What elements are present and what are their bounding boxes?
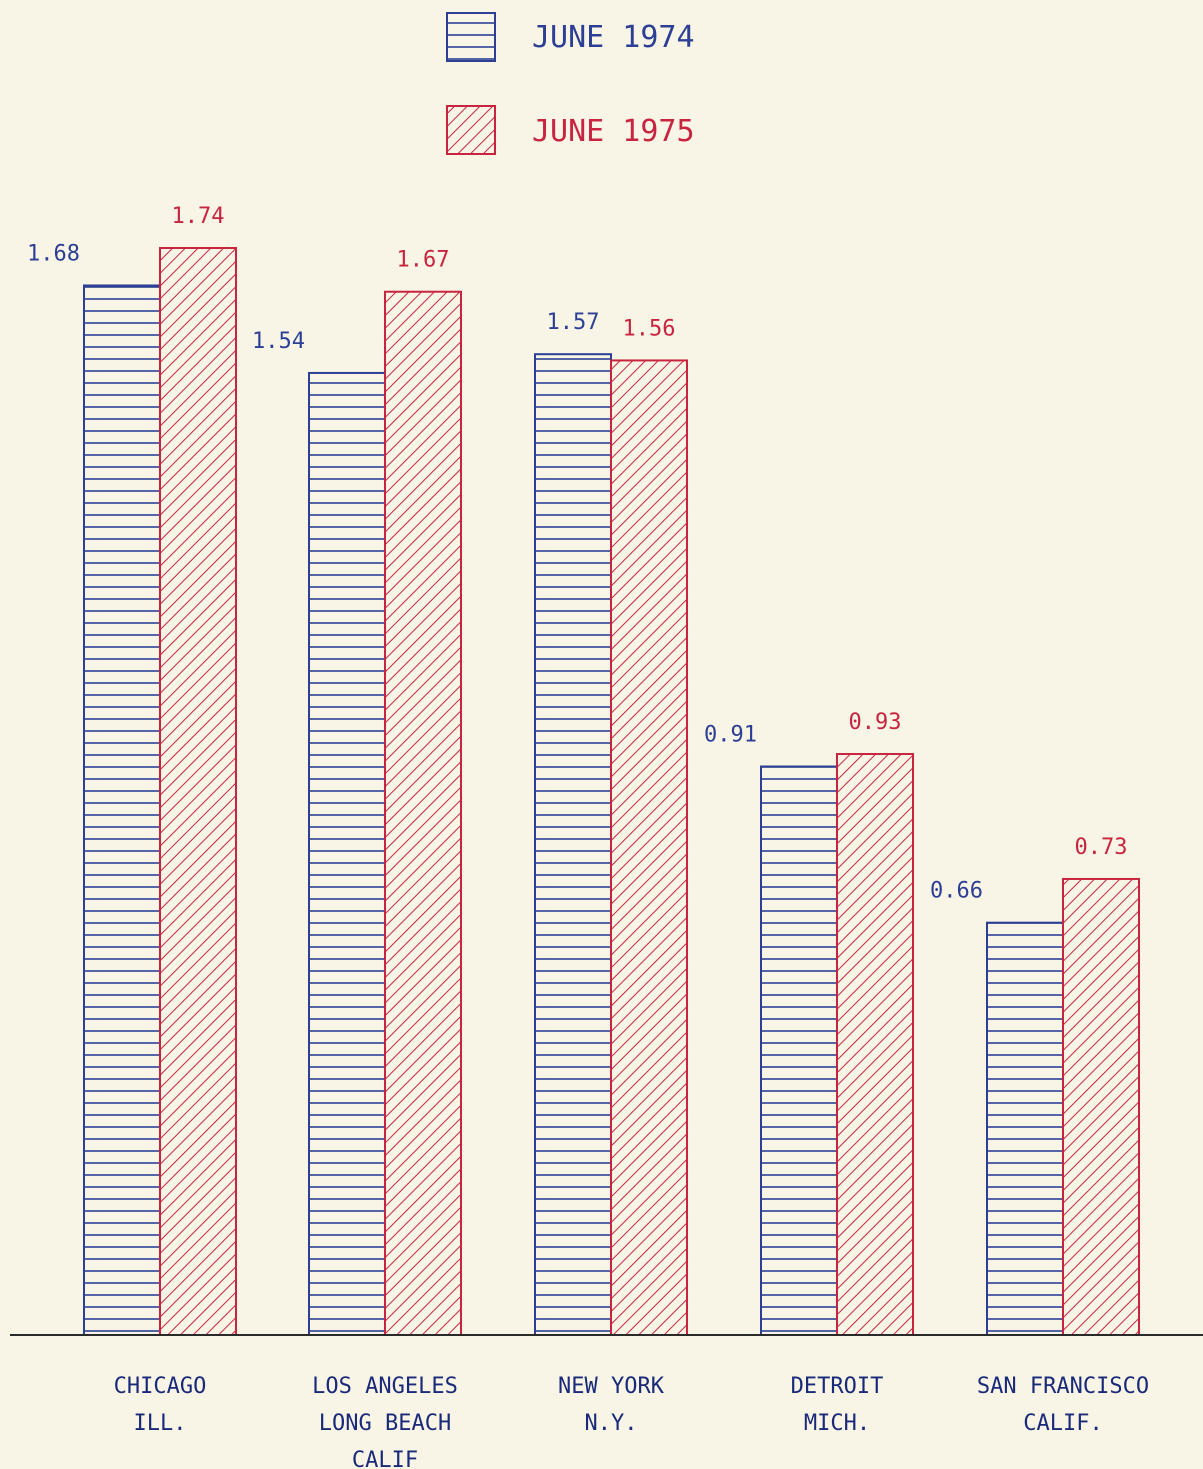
legend-label-1974: JUNE 1974 bbox=[532, 20, 695, 55]
category-label-2-line-1: N.Y. bbox=[585, 1411, 638, 1436]
category-label-1-line-1: LONG BEACH bbox=[319, 1411, 451, 1436]
value-label-1975-0: 1.74 bbox=[172, 204, 225, 229]
bar-1975-3 bbox=[836, 753, 914, 1336]
value-label-1974-0: 1.68 bbox=[27, 241, 80, 266]
value-label-1975-3: 0.93 bbox=[849, 710, 902, 735]
category-label-0-line-0: CHICAGO bbox=[114, 1374, 207, 1399]
value-label-1974-1: 1.54 bbox=[252, 329, 305, 354]
category-label-1-line-2: CALIF bbox=[352, 1448, 418, 1469]
bar-1975-2 bbox=[610, 359, 688, 1336]
value-label-1975-2: 1.56 bbox=[623, 316, 676, 341]
bar-1974-1 bbox=[308, 371, 386, 1337]
category-label-1-line-0: LOS ANGELES bbox=[312, 1374, 458, 1399]
value-label-1975-1: 1.67 bbox=[397, 248, 450, 273]
bar-1975-4 bbox=[1062, 877, 1140, 1336]
category-label-4-line-1: CALIF. bbox=[1023, 1411, 1102, 1436]
value-label-1974-4: 0.66 bbox=[930, 879, 983, 904]
category-label-3-line-0: DETROIT bbox=[791, 1374, 884, 1399]
value-label-1974-3: 0.91 bbox=[704, 723, 757, 748]
value-labels: 1.68 1.74 1.54 1.67 1.57 1.56 0.91 0.93 0.66 0.73 bbox=[27, 204, 1127, 904]
category-label-3-line-1: MICH. bbox=[804, 1411, 870, 1436]
bar-1974-3 bbox=[760, 765, 838, 1336]
value-label-1974-2: 1.57 bbox=[547, 310, 600, 335]
bar-1974-2 bbox=[534, 353, 612, 1336]
category-labels: CHICAGO ILL. LOS ANGELES LONG BEACH CALIF NEW… bbox=[114, 1374, 1149, 1469]
value-label-1975-4: 0.73 bbox=[1075, 835, 1128, 860]
legend: JUNE 1974 JUNE 1975 bbox=[446, 12, 695, 155]
category-label-2-line-0: NEW YORK bbox=[558, 1374, 665, 1399]
category-label-4-line-0: SAN FRANCISCO bbox=[977, 1374, 1149, 1399]
bar-1975-0 bbox=[159, 247, 237, 1336]
category-label-0-line-1: ILL. bbox=[134, 1411, 187, 1436]
bar-1974-0 bbox=[83, 284, 161, 1336]
bars bbox=[83, 247, 1140, 1337]
legend-swatch-1974 bbox=[446, 12, 496, 62]
legend-label-1975: JUNE 1975 bbox=[532, 114, 695, 149]
bar-1974-4 bbox=[986, 921, 1064, 1336]
legend-swatch-1975 bbox=[446, 105, 496, 155]
bar-1975-1 bbox=[384, 290, 462, 1337]
